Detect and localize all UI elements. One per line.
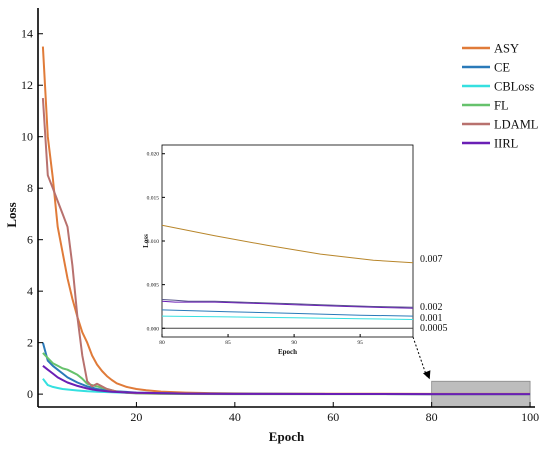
y-tick-label: 6 — [27, 233, 33, 247]
legend-label-ce: CE — [494, 61, 510, 75]
main-plot: 0 2 4 6 8 10 12 14 20 40 60 80 100 Epoch Loss — [4, 8, 539, 444]
inset-y-tick-label: 0.000 — [147, 326, 160, 332]
x-axis-title: Epoch — [269, 429, 305, 444]
inset-x-tick-label: 80 — [159, 340, 165, 346]
legend-label-iirl: IIRL — [494, 137, 518, 151]
inset-x-tick-label: 90 — [291, 340, 297, 346]
y-tick-label: 14 — [21, 27, 33, 41]
y-tick-label: 12 — [21, 78, 33, 92]
inset-y-tick-label: 0.005 — [147, 283, 160, 289]
inset-series-line — [161, 224, 414, 264]
inset-x-axis-title: Epoch — [278, 348, 297, 356]
inset-y-axis-title: Loss — [142, 234, 150, 248]
y-tick-label: 0 — [27, 387, 33, 401]
x-tick-label: 40 — [229, 410, 241, 424]
inset-value-annotation: 0.0005 — [420, 323, 448, 334]
y-axis-title: Loss — [4, 202, 19, 227]
inset-value-annotation: 0.007 — [420, 254, 443, 265]
inset-y-tick-label: 0.015 — [147, 195, 160, 201]
x-tick-label: 80 — [426, 410, 438, 424]
zoom-pointer-line — [412, 336, 428, 377]
inset-frame — [161, 144, 414, 338]
legend-label-fl: FL — [494, 99, 509, 113]
inset-series-line — [161, 300, 414, 309]
inset-series-line — [161, 315, 414, 320]
legend-label-asy: ASY — [494, 42, 519, 56]
inset-y-tick-label: 0.010 — [147, 239, 160, 245]
legend-label-ldaml: LDAML — [494, 118, 538, 132]
inset-x-tick-label: 95 — [357, 340, 363, 346]
legend-label-cbloss: CBLoss — [494, 80, 534, 94]
inset-y-tick-label: 0.020 — [147, 152, 160, 158]
y-tick-label: 2 — [27, 336, 33, 350]
inset-value-annotation: 0.002 — [420, 302, 443, 313]
legend: ASY CE CBLoss FL LDAML IIRL — [462, 42, 538, 151]
x-tick-label: 100 — [521, 410, 539, 424]
series-line-iirl — [42, 365, 531, 396]
x-tick-label: 20 — [130, 410, 142, 424]
inset-x-tick-label: 85 — [225, 340, 231, 346]
inset-series-line — [161, 299, 414, 308]
y-tick-label: 8 — [27, 181, 33, 195]
inset-plot: 0.000 0.005 0.010 0.015 0.020 80 85 90 95 Epoch Lo… — [142, 144, 448, 380]
y-tick-label: 10 — [21, 130, 33, 144]
inset-series-line — [161, 309, 414, 317]
zoom-pointer-arrowhead — [423, 370, 431, 380]
y-tick-label: 4 — [27, 284, 33, 298]
inset-value-annotation: 0.001 — [420, 313, 443, 324]
x-tick-label: 60 — [327, 410, 339, 424]
